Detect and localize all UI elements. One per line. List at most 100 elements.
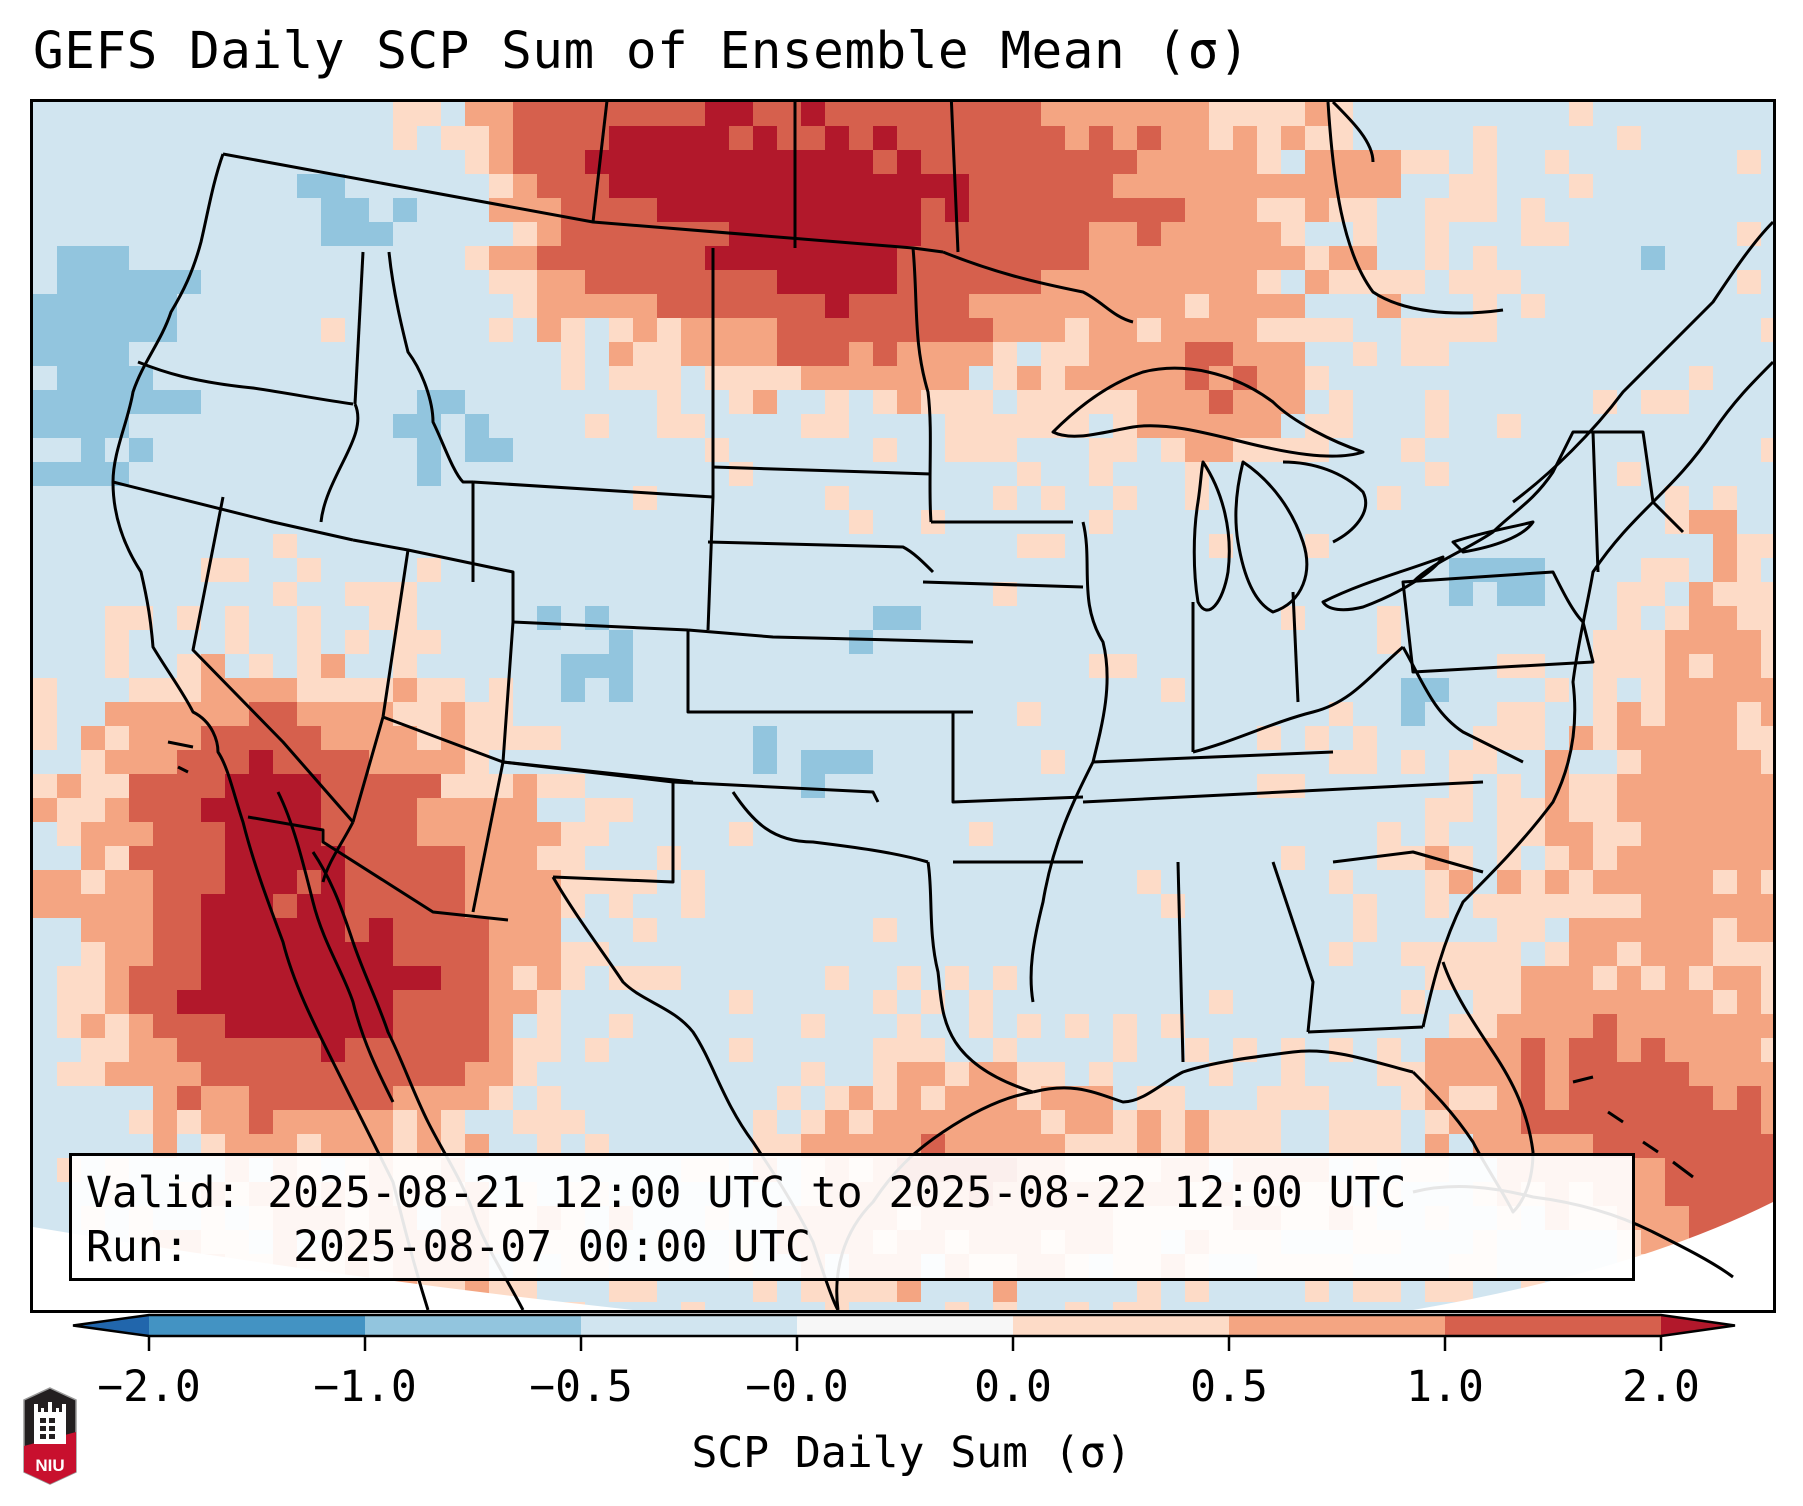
anomaly-cell	[1545, 1062, 1569, 1086]
anomaly-cell	[609, 678, 633, 702]
anomaly-cell	[969, 414, 993, 438]
anomaly-cell	[969, 174, 993, 198]
anomaly-cell	[1497, 918, 1521, 942]
anomaly-cell	[129, 1014, 153, 1038]
anomaly-cell	[105, 654, 129, 678]
anomaly-cell	[1065, 342, 1089, 366]
anomaly-cell	[1593, 798, 1617, 822]
anomaly-cell	[1641, 918, 1665, 942]
anomaly-cell	[1185, 198, 1209, 222]
anomaly-cell	[777, 246, 801, 270]
anomaly-cell	[1641, 894, 1665, 918]
anomaly-cell	[897, 222, 921, 246]
anomaly-cell	[81, 1062, 105, 1086]
anomaly-cell	[465, 1062, 489, 1086]
anomaly-cell	[153, 1086, 177, 1110]
anomaly-cell	[153, 846, 177, 870]
anomaly-cell	[1401, 750, 1425, 774]
anomaly-cell	[177, 798, 201, 822]
anomaly-cell	[633, 366, 657, 390]
anomaly-cell	[369, 582, 393, 606]
anomaly-cell	[705, 318, 729, 342]
anomaly-cell	[1329, 1038, 1353, 1062]
anomaly-cell	[1281, 1086, 1305, 1110]
anomaly-cell	[369, 942, 393, 966]
anomaly-cell	[945, 390, 969, 414]
anomaly-cell	[1209, 294, 1233, 318]
anomaly-cell	[465, 414, 489, 438]
anomaly-cell	[201, 1014, 225, 1038]
anomaly-cell	[729, 246, 753, 270]
anomaly-cell	[1137, 342, 1161, 366]
anomaly-cell	[273, 1038, 297, 1062]
anomaly-cell	[969, 198, 993, 222]
anomaly-cell	[321, 750, 345, 774]
anomaly-cell	[321, 1062, 345, 1086]
anomaly-cell	[609, 798, 633, 822]
anomaly-cell	[561, 966, 585, 990]
anomaly-cell	[153, 1014, 177, 1038]
anomaly-cell	[81, 462, 105, 486]
anomaly-cell	[1281, 222, 1305, 246]
lake-erie	[1321, 555, 1445, 612]
anomaly-cell	[753, 246, 777, 270]
anomaly-cell	[297, 798, 321, 822]
west-coast	[111, 153, 430, 1310]
anomaly-cell	[129, 774, 153, 798]
anomaly-cell	[177, 654, 201, 678]
anomaly-cell	[1617, 726, 1641, 750]
anomaly-cell	[1713, 702, 1737, 726]
anomaly-cell	[705, 126, 729, 150]
anomaly-cell	[1257, 198, 1281, 222]
anomaly-cell	[1761, 654, 1773, 678]
anomaly-cell	[1761, 798, 1773, 822]
anomaly-cell	[369, 798, 393, 822]
anomaly-cell	[1353, 918, 1377, 942]
anomaly-cell	[489, 198, 513, 222]
anomaly-cell	[1089, 270, 1113, 294]
anomaly-cell	[369, 1110, 393, 1134]
anomaly-cell	[1209, 342, 1233, 366]
anomaly-cell	[1305, 246, 1329, 270]
anomaly-cell	[1233, 414, 1257, 438]
anomaly-cell	[153, 894, 177, 918]
anomaly-cell	[609, 894, 633, 918]
anomaly-cell	[1617, 942, 1641, 966]
anomaly-cell	[1425, 1278, 1449, 1302]
red-river	[731, 791, 929, 864]
anomaly-cell	[1329, 174, 1353, 198]
anomaly-cell	[441, 126, 465, 150]
anomaly-cell	[1329, 942, 1353, 966]
anomaly-cell	[705, 150, 729, 174]
anomaly-cell	[921, 318, 945, 342]
anomaly-cell	[1665, 486, 1689, 510]
anomaly-cell	[177, 894, 201, 918]
anomaly-cell	[1017, 222, 1041, 246]
anomaly-cell	[801, 198, 825, 222]
valid-value: 2025-08-21 12:00 UTC to 2025-08-22 12:00…	[267, 1168, 1407, 1218]
anomaly-cell	[585, 798, 609, 822]
anomaly-cell	[177, 1038, 201, 1062]
anomaly-cell	[825, 414, 849, 438]
tn-border	[1082, 780, 1484, 804]
michigan-lower	[1234, 460, 1309, 614]
anomaly-cell	[1041, 534, 1065, 558]
anomaly-cell	[369, 222, 393, 246]
anomaly-cell	[81, 750, 105, 774]
anomaly-cell	[1281, 126, 1305, 150]
anomaly-cell	[177, 822, 201, 846]
anomaly-cell	[1257, 1086, 1281, 1110]
anomaly-cell	[585, 1038, 609, 1062]
anomaly-cell	[1161, 438, 1185, 462]
anomaly-cell	[993, 246, 1017, 270]
anomaly-cell	[993, 1038, 1017, 1062]
anomaly-cell	[33, 774, 57, 798]
anomaly-cell	[1713, 1158, 1737, 1182]
colorbar-tick-label: −2.0	[97, 1362, 201, 1412]
anomaly-cell	[321, 654, 345, 678]
anomaly-cell	[105, 1014, 129, 1038]
anomaly-cell	[1641, 390, 1665, 414]
anomaly-cell	[1281, 174, 1305, 198]
anomaly-cell	[873, 102, 897, 126]
anomaly-cell	[1401, 318, 1425, 342]
